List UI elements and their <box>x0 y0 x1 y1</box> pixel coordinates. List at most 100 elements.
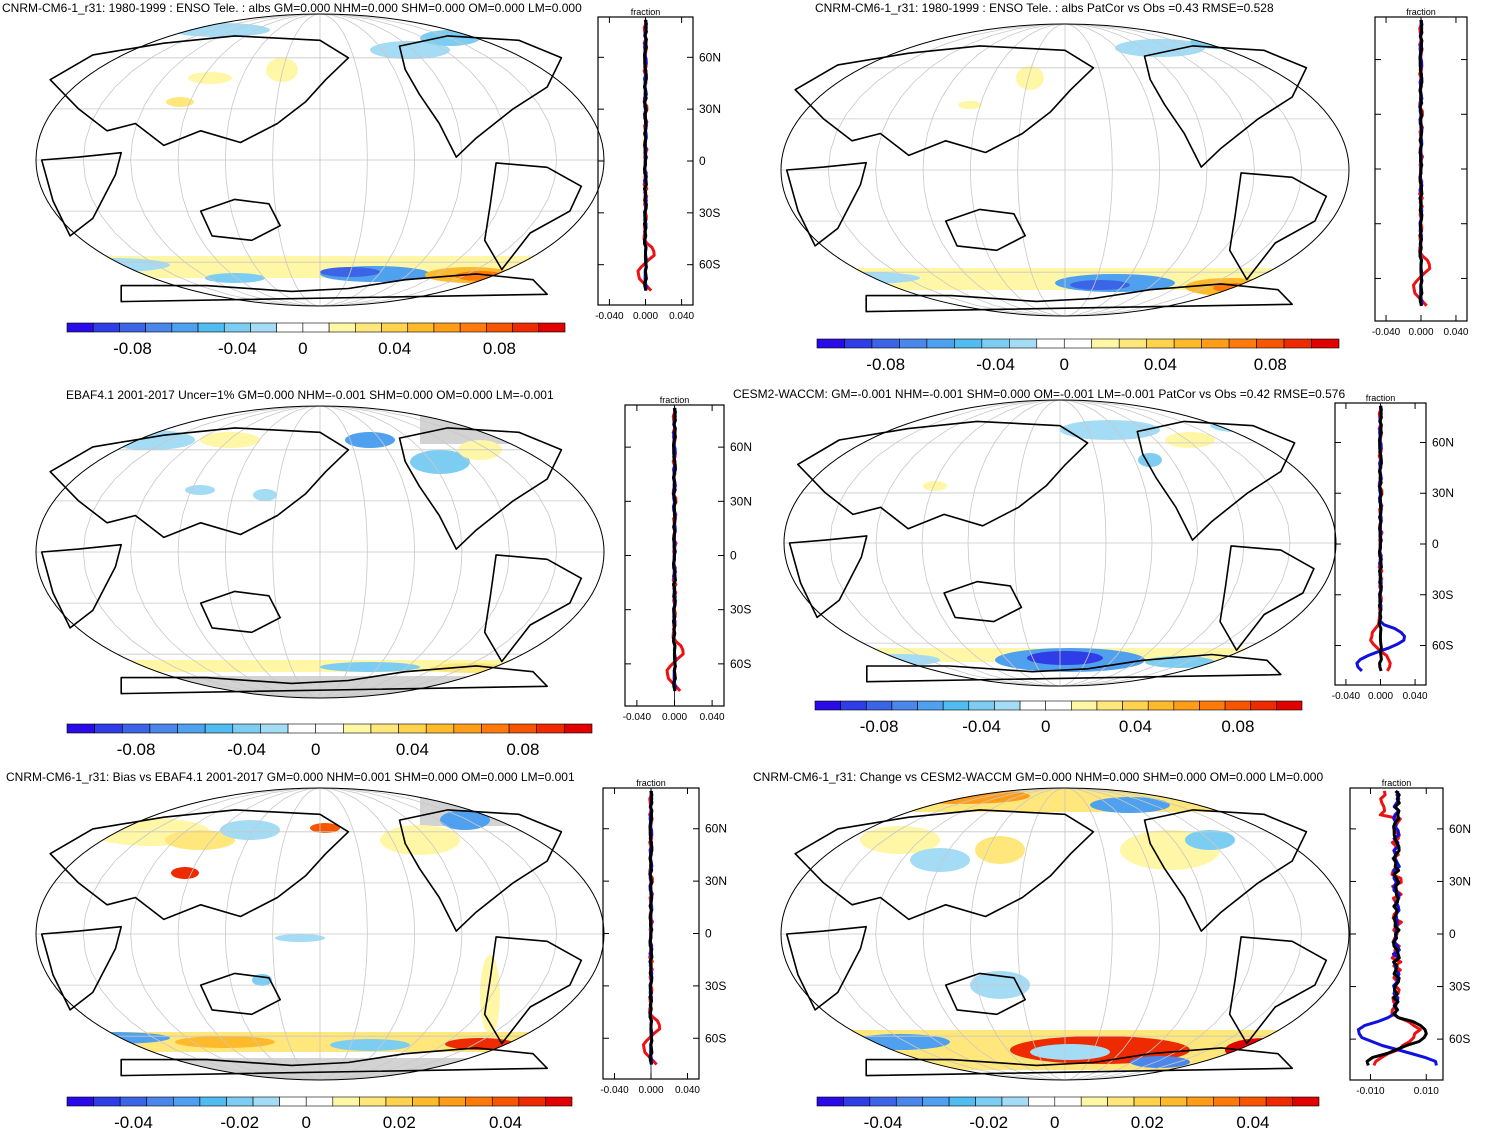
colorbar-label: 0 <box>311 740 320 759</box>
colorbar-label: 0.04 <box>1144 355 1177 374</box>
colorbar-cell <box>1276 700 1303 711</box>
colorbar-cell <box>121 723 151 734</box>
panel-title: EBAF4.1 2001-2017 Uncer=1% GM=0.000 NHM=… <box>66 388 554 402</box>
graticule-lon <box>319 405 463 699</box>
graticule-lon <box>1064 787 1113 1081</box>
colorbar-cell <box>981 338 1010 349</box>
graticule-lon <box>319 13 463 307</box>
colorbar-cell <box>844 338 873 349</box>
graticule-lon <box>1059 399 1153 687</box>
colorbar-cell <box>94 723 123 734</box>
field-patch <box>860 826 940 854</box>
coastline-australia <box>944 972 1026 1016</box>
profile-x-label: -0.040 <box>623 712 652 723</box>
profile-title: fraction <box>660 395 690 405</box>
profile-lat-label: 60S <box>699 258 720 272</box>
profile-lat-label: 60N <box>705 822 727 836</box>
coastline-eurasia <box>794 45 1095 157</box>
graticule-lon <box>1059 399 1199 687</box>
profile-lat-label: 30S <box>1449 980 1470 994</box>
colorbar-cell <box>869 1096 897 1107</box>
colorbar-cell <box>260 723 289 734</box>
map-coastlines <box>785 809 1328 1077</box>
colorbar-cell <box>370 723 399 734</box>
profile-x-label: 0.040 <box>1403 691 1428 702</box>
field-patch <box>166 97 194 107</box>
profile-title: fraction <box>1406 7 1436 17</box>
coastline-africa <box>785 161 868 247</box>
colorbar-label: -0.08 <box>866 355 905 374</box>
colorbar-cell <box>840 700 867 711</box>
colorbar-cell <box>433 322 461 333</box>
graticule-lon <box>319 787 510 1081</box>
colorbar-cell <box>305 1096 334 1107</box>
profile-lat-label: 30N <box>1432 486 1454 500</box>
graticule-lon <box>224 13 321 307</box>
map-graticule <box>781 787 1349 1081</box>
field-patch <box>1165 432 1215 448</box>
profile-x-label: 0.040 <box>669 311 694 322</box>
graticule-lon <box>1059 399 1107 687</box>
colorbar-cell <box>459 322 487 333</box>
colorbar-cell <box>359 1096 387 1107</box>
colorbar-cell <box>926 338 955 349</box>
coastline-africa <box>40 925 122 1011</box>
field-patch <box>958 101 982 109</box>
map-graticule <box>784 399 1336 687</box>
colorbar-cell <box>355 322 382 333</box>
graticule-lon <box>969 787 1066 1081</box>
colorbar-label: -0.04 <box>114 1113 153 1129</box>
colorbar-cell <box>332 1096 360 1107</box>
colorbar-cell <box>1133 1096 1161 1107</box>
colorbar-cell <box>1250 700 1277 711</box>
field-patch <box>923 481 947 491</box>
colorbar-cell <box>871 338 900 349</box>
coastline-samerica <box>483 936 583 1045</box>
graticule-lon <box>1064 23 1113 317</box>
colorbar-cell <box>1071 700 1098 711</box>
colorbar-cell <box>1019 700 1046 711</box>
colorbar-cell <box>1147 700 1175 711</box>
field-patch <box>910 848 970 872</box>
field-patch <box>1030 1044 1110 1060</box>
colorbar-cell <box>1146 338 1175 349</box>
colorbar-cell <box>975 1096 1003 1107</box>
panel-title: CNRM-CM6-1_r31: 1980-1999 : ENSO Tele. :… <box>2 1 582 15</box>
profile-lat-label: 60S <box>705 1031 726 1045</box>
profile-lat-label: 30S <box>699 206 720 220</box>
coastline-namerica <box>1143 809 1308 932</box>
field-patch <box>1130 1056 1190 1068</box>
profile-curve <box>672 407 677 692</box>
colorbar-cell <box>66 322 94 333</box>
colorbar: -0.08 -0.04 0 0.04 0.08 <box>66 322 566 358</box>
graticule-lon <box>319 13 416 307</box>
graticule-lon <box>1064 787 1208 1081</box>
colorbar-cell <box>302 322 330 333</box>
colorbar-cell <box>119 1096 148 1107</box>
profile-x-label: 0.000 <box>1408 327 1433 338</box>
coastline-samerica <box>1228 172 1328 281</box>
graticule-lon <box>177 787 321 1081</box>
field-patch <box>345 432 395 448</box>
colorbar-cell <box>954 338 983 349</box>
coastline-antarctica <box>865 653 1282 683</box>
field-patch <box>800 272 920 284</box>
colorbar-cell <box>398 723 427 734</box>
colorbar-cell <box>922 1096 950 1107</box>
profile-x-label: -0.040 <box>595 311 624 322</box>
colorbar-cell <box>199 1096 227 1107</box>
colorbar-cell <box>279 1096 307 1107</box>
colorbar-cell <box>1173 338 1202 349</box>
field-patch <box>1185 830 1235 850</box>
colorbar-cell <box>1201 338 1230 349</box>
coastline-namerica <box>398 809 563 932</box>
graticule-lon <box>319 787 368 1081</box>
colorbar-cell <box>385 1096 413 1107</box>
field-patch <box>171 867 199 879</box>
colorbar: -0.08 -0.04 0 0.04 0.08 <box>816 338 1340 374</box>
graticule-lon <box>827 787 1066 1081</box>
colorbar: -0.08 -0.04 0 0.04 0.08 <box>814 700 1303 736</box>
field-patch <box>1060 420 1160 440</box>
panel-p2: CNRM-CM6-1_r31: 1980-1999 : ENSO Tele. :… <box>780 1 1469 374</box>
colorbar-cell <box>412 1096 440 1107</box>
